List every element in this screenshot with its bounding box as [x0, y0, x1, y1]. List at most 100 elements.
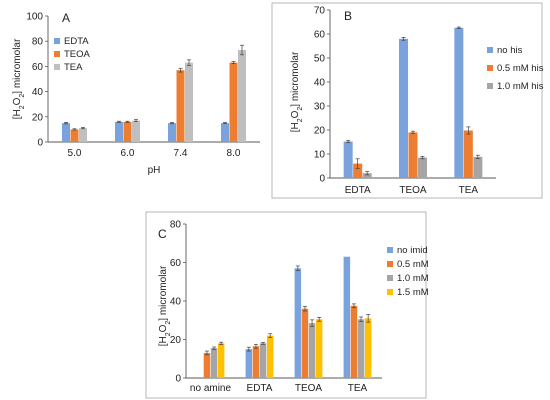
y-axis-title: [H2O2] micromolar	[12, 38, 26, 119]
bar-teoa-0-5-mm	[301, 308, 309, 378]
legend-swatch	[54, 64, 60, 70]
bar-5.0-teoa	[70, 129, 79, 142]
y-axis-title-part: 2	[19, 105, 26, 109]
y-axis-title-part: 2	[297, 118, 304, 122]
bar-5.0-tea	[79, 128, 87, 142]
bar-6.0-tea	[132, 120, 140, 142]
y-tick-label: 30	[314, 102, 326, 113]
y-tick-label: 60	[32, 62, 44, 73]
legend-label: EDTA	[64, 36, 89, 47]
bar-6.0-edta	[115, 121, 123, 142]
y-tick-label: 40	[170, 297, 182, 308]
bar-no-amine-1-0-mm	[210, 348, 218, 378]
bar-7.4-edta	[168, 123, 176, 142]
bar-teoa-0-5-mm-his	[408, 132, 418, 178]
legend-swatch	[487, 83, 493, 89]
legend-swatch	[387, 261, 393, 267]
x-tick-label: TEA	[459, 185, 479, 196]
legend-swatch	[387, 247, 393, 253]
y-axis-title-part: O	[12, 97, 23, 105]
x-tick-label: TEA	[348, 383, 368, 394]
bar-tea-1-0-mm	[357, 319, 365, 378]
legend-swatch	[487, 65, 493, 71]
panel-border	[271, 2, 543, 199]
y-tick-label: 50	[314, 54, 326, 65]
legend-swatch	[387, 289, 393, 295]
y-tick-label: 40	[32, 87, 44, 98]
bar-tea-1-5-mm	[364, 318, 372, 378]
bar-edta-no-his	[343, 141, 353, 178]
y-axis-title-part: ] micromolar	[12, 38, 23, 94]
y-axis-title-part: 2	[165, 321, 172, 325]
bar-edta-1-0-mm-his	[362, 173, 372, 178]
bar-edta-1-5-mm	[266, 335, 274, 378]
y-tick-label: 20	[314, 126, 326, 137]
bar-teoa-1-0-mm-his	[418, 157, 427, 178]
bar-teoa-no-his	[399, 38, 408, 178]
y-tick-label: 20	[170, 335, 182, 346]
y-axis-title-part: [H	[158, 336, 169, 346]
bar-5.0-edta	[62, 123, 70, 142]
x-tick-label: no amine	[190, 383, 232, 394]
x-axis-title: pH	[148, 165, 161, 176]
legend-label: 0.5 mM	[397, 259, 429, 270]
legend-swatch	[54, 38, 60, 44]
x-tick-label: EDTA	[345, 185, 371, 196]
y-axis-title-part: 2	[297, 107, 304, 111]
panel-letter: B	[344, 9, 352, 23]
bar-teoa-no-imid	[294, 268, 302, 378]
legend-swatch	[54, 51, 60, 57]
y-tick-label: 60	[170, 258, 182, 269]
bar-tea-no-his	[454, 27, 464, 179]
x-tick-label: 6.0	[121, 148, 135, 159]
y-tick-label: 0	[175, 374, 181, 385]
bar-edta-1-0-mm	[259, 343, 267, 378]
y-axis-title: [H2O2] micromolar	[290, 51, 304, 132]
bar-8.0-teoa	[229, 62, 238, 143]
legend-label: TEA	[64, 62, 83, 73]
bar-tea-no-imid	[343, 256, 351, 378]
y-axis-title-part: ] micromolar	[158, 265, 169, 321]
legend-label: 1.0 mM his	[497, 81, 544, 92]
y-tick-label: 10	[314, 150, 326, 161]
x-tick-label: 8.0	[227, 148, 241, 159]
bar-edta-no-imid	[245, 349, 253, 378]
panel-letter: C	[158, 227, 167, 241]
y-tick-label: 60	[314, 30, 326, 41]
panel-letter: A	[62, 11, 70, 25]
y-tick-label: 80	[32, 37, 44, 48]
bar-tea-1-0-mm-his	[473, 156, 483, 178]
panel-border	[145, 211, 427, 399]
bar-edta-0-5-mm-his	[353, 163, 363, 178]
y-tick-label: 20	[32, 112, 44, 123]
legend-label: 1.5 mM	[397, 287, 429, 298]
y-tick-label: 80	[170, 220, 182, 231]
bar-teoa-1-5-mm	[315, 319, 323, 378]
bar-edta-0-5-mm	[252, 346, 260, 378]
y-axis-title-part: [H	[290, 122, 301, 132]
y-axis-title: [H2O2] micromolar	[158, 265, 172, 346]
legend-label: no imid	[397, 245, 428, 256]
legend-label: 1.0 mM	[397, 273, 429, 284]
y-tick-label: 70	[314, 6, 326, 17]
y-axis-title-part: [H	[12, 109, 23, 119]
x-tick-label: 5.0	[68, 148, 82, 159]
legend-label: TEOA	[64, 49, 91, 60]
y-tick-label: 40	[314, 78, 326, 89]
bar-6.0-teoa	[123, 121, 132, 142]
bar-8.0-tea	[238, 50, 246, 142]
bar-no-amine-1-5-mm	[217, 343, 225, 378]
bar-7.4-tea	[185, 62, 193, 143]
y-axis-title-part: ] micromolar	[290, 51, 301, 107]
y-axis-title-part: O	[158, 324, 169, 332]
bar-7.4-teoa	[176, 70, 185, 142]
y-tick-label: 100	[26, 12, 43, 23]
y-axis-title-part: O	[290, 110, 301, 118]
x-tick-label: EDTA	[247, 383, 273, 394]
legend-label: 0.5 mM his	[497, 63, 544, 74]
x-tick-label: TEOA	[295, 383, 323, 394]
